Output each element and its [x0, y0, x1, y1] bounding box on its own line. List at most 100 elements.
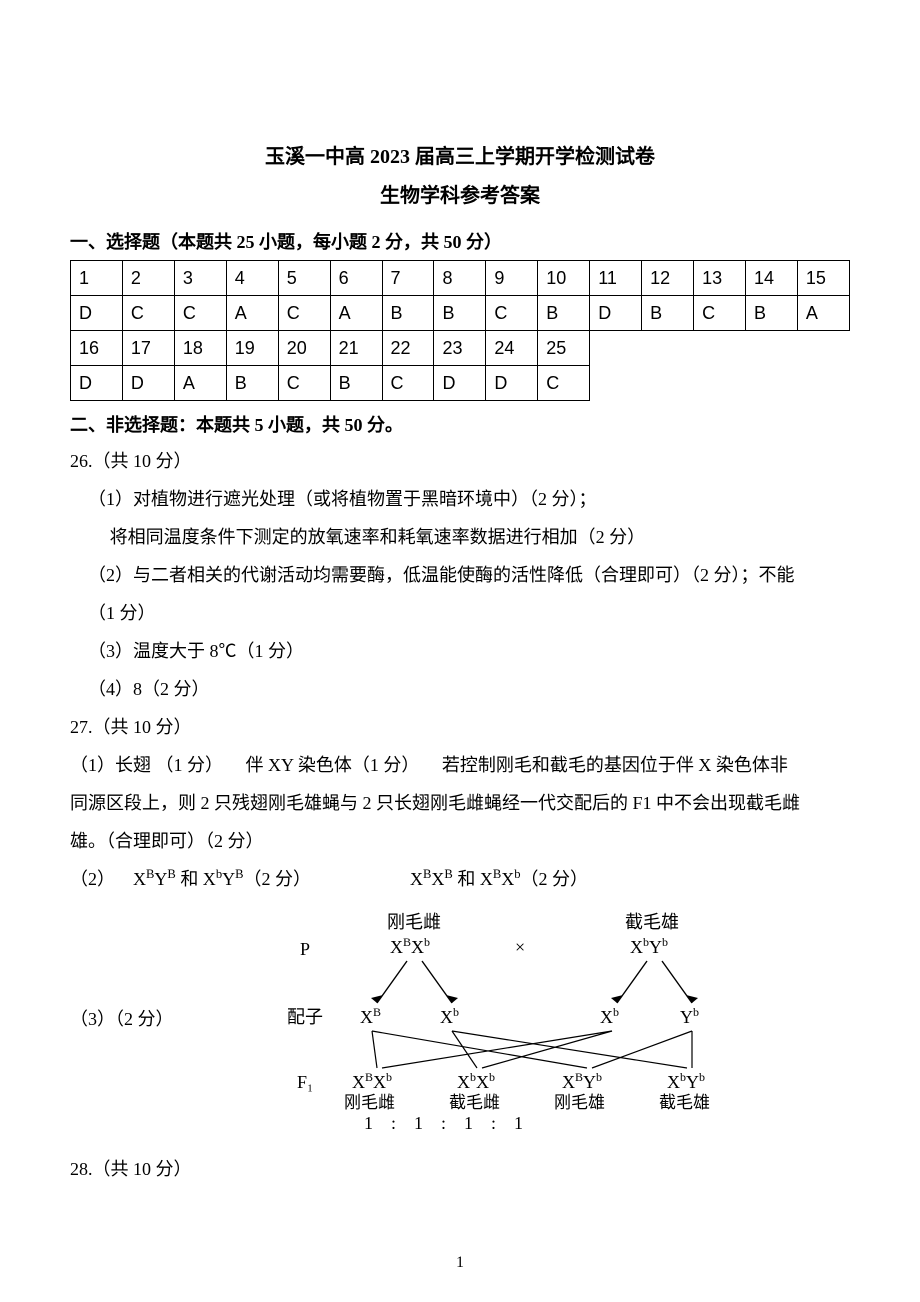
- q27-p1b: 同源区段上，则 2 只残翅刚毛雄蝇与 2 只长翅刚毛雌蝇经一代交配后的 F1 中…: [70, 785, 850, 821]
- table-cell: D: [122, 366, 174, 401]
- table-cell: 8: [434, 261, 486, 296]
- label-F1: F₁: [297, 1072, 313, 1092]
- table-cell: 24: [486, 331, 538, 366]
- table-cell: 4: [226, 261, 278, 296]
- f1-pheno-1: 刚毛雌: [344, 1093, 395, 1112]
- q27-p2-text: Y: [222, 869, 235, 889]
- q27-header: 27.（共 10 分）: [70, 709, 850, 745]
- table-cell: B: [226, 366, 278, 401]
- f1-pheno-2: 截毛雌: [449, 1093, 500, 1112]
- superscript: B: [167, 867, 175, 881]
- gamete-1: XB: [360, 1005, 381, 1027]
- table-cell: D: [590, 296, 642, 331]
- table-cell: 16: [71, 331, 123, 366]
- table-cell: C: [122, 296, 174, 331]
- q26-header: 26.（共 10 分）: [70, 443, 850, 479]
- parent-female-genotype: XBXb: [390, 935, 430, 957]
- section-1-heading: 一、选择题（本题共 25 小题，每小题 2 分，共 50 分）: [70, 228, 850, 254]
- table-cell: 18: [174, 331, 226, 366]
- table-cell: 23: [434, 331, 486, 366]
- table-cell: 1: [71, 261, 123, 296]
- parent-male-genotype: XbYb: [630, 935, 668, 957]
- table-cell: C: [694, 296, 746, 331]
- table-cell: A: [330, 296, 382, 331]
- table-cell: C: [278, 296, 330, 331]
- q26-p4: （4）8（2 分）: [70, 671, 850, 707]
- table-cell: 15: [797, 261, 849, 296]
- table-cell: C: [486, 296, 538, 331]
- f1-genotype-1: XBXb: [352, 1070, 392, 1092]
- f1-genotype-4: XbYb: [667, 1070, 705, 1092]
- table-cell: 22: [382, 331, 434, 366]
- q27-p2r-text: （2 分）: [521, 869, 589, 889]
- answer-table: 1 2 3 4 5 6 7 8 9 10 11 12 13 14 15 D C …: [70, 260, 850, 401]
- table-cell: 25: [538, 331, 590, 366]
- table-cell: 7: [382, 261, 434, 296]
- label-gametes: 配子: [287, 1007, 323, 1027]
- gamete-4: Yb: [680, 1005, 699, 1027]
- q27-p2-text: 和 X: [176, 869, 216, 889]
- gamete-2: Xb: [440, 1005, 459, 1027]
- superscript: B: [444, 867, 452, 881]
- f1-genotype-3: XBYb: [562, 1070, 602, 1092]
- table-cell: A: [226, 296, 278, 331]
- q27-p2-text: （2） X: [70, 869, 146, 889]
- q26-p1a: （1）对植物进行遮光处理（或将植物置于黑暗环境中）（2 分）；: [70, 481, 850, 517]
- table-cell: 17: [122, 331, 174, 366]
- table-cell: B: [434, 296, 486, 331]
- q27-p2-text: （2 分）: [244, 869, 312, 889]
- q27-p2r-text: X: [431, 869, 444, 889]
- table-row: D C C A C A B B C B D B C B A: [71, 296, 850, 331]
- table-cell: D: [71, 296, 123, 331]
- q28-header: 28.（共 10 分）: [70, 1151, 850, 1187]
- table-cell: D: [434, 366, 486, 401]
- table-cell: 20: [278, 331, 330, 366]
- table-cell: D: [71, 366, 123, 401]
- table-cell: 2: [122, 261, 174, 296]
- q27-p2-text: Y: [154, 869, 167, 889]
- parent-male-label: 截毛雄: [625, 912, 679, 932]
- q26-p3: （3）温度大于 8℃（1 分）: [70, 633, 850, 669]
- cross-symbol: ×: [515, 937, 525, 957]
- superscript: B: [235, 867, 243, 881]
- f1-ratio: 1 : 1 : 1 : 1: [364, 1113, 523, 1133]
- table-cell: B: [745, 296, 797, 331]
- table-cell: B: [382, 296, 434, 331]
- table-cell: 13: [694, 261, 746, 296]
- table-cell: 5: [278, 261, 330, 296]
- q27-p2r-text: X: [410, 869, 423, 889]
- page-title: 玉溪一中高 2023 届高三上学期开学检测试卷: [70, 140, 850, 169]
- label-P: P: [300, 939, 310, 959]
- f1-genotype-2: XbXb: [457, 1070, 495, 1092]
- table-cell: B: [330, 366, 382, 401]
- table-row: 16 17 18 19 20 21 22 23 24 25: [71, 331, 850, 366]
- table-cell: 9: [486, 261, 538, 296]
- table-cell: 12: [642, 261, 694, 296]
- q26-p1b: 将相同温度条件下测定的放氧速率和耗氧速率数据进行相加（2 分）: [70, 519, 850, 555]
- table-cell: B: [538, 296, 590, 331]
- table-cell: A: [797, 296, 849, 331]
- table-cell: C: [382, 366, 434, 401]
- section-2-heading: 二、非选择题：本题共 5 小题，共 50 分。: [70, 411, 850, 437]
- table-cell: 11: [590, 261, 642, 296]
- gamete-3: Xb: [600, 1005, 619, 1027]
- q26-p2a: （2）与二者相关的代谢活动均需要酶，低温能使酶的活性降低（合理即可）（2 分）；…: [70, 557, 850, 593]
- q27-p2r-text: 和 X: [453, 869, 493, 889]
- cross-diagram-row: （3）（2 分） P 配子 F₁ 刚毛雌 截毛雄 XBXb × XbYb: [70, 903, 850, 1133]
- table-cell: 21: [330, 331, 382, 366]
- table-cell: D: [486, 366, 538, 401]
- superscript: B: [493, 867, 501, 881]
- table-cell: 6: [330, 261, 382, 296]
- table-cell: C: [278, 366, 330, 401]
- q27-p1a: （1）长翅 （1 分） 伴 XY 染色体（1 分） 若控制刚毛和截毛的基因位于伴…: [70, 747, 850, 783]
- q27-p1c: 雄。（合理即可）（2 分）: [70, 823, 850, 859]
- q27-p2: （2） XBYB 和 XbYB（2 分） XBXB 和 XBXb（2 分）: [70, 861, 850, 897]
- table-cell: 10: [538, 261, 590, 296]
- q26-p2b: （1 分）: [70, 595, 850, 631]
- page: 玉溪一中高 2023 届高三上学期开学检测试卷 生物学科参考答案 一、选择题（本…: [0, 0, 920, 1302]
- table-cell: C: [174, 296, 226, 331]
- table-cell: A: [174, 366, 226, 401]
- q27-p2r-text: X: [501, 869, 514, 889]
- page-number: 1: [0, 1254, 920, 1272]
- q27-p3-label: （3）（2 分）: [70, 1005, 174, 1031]
